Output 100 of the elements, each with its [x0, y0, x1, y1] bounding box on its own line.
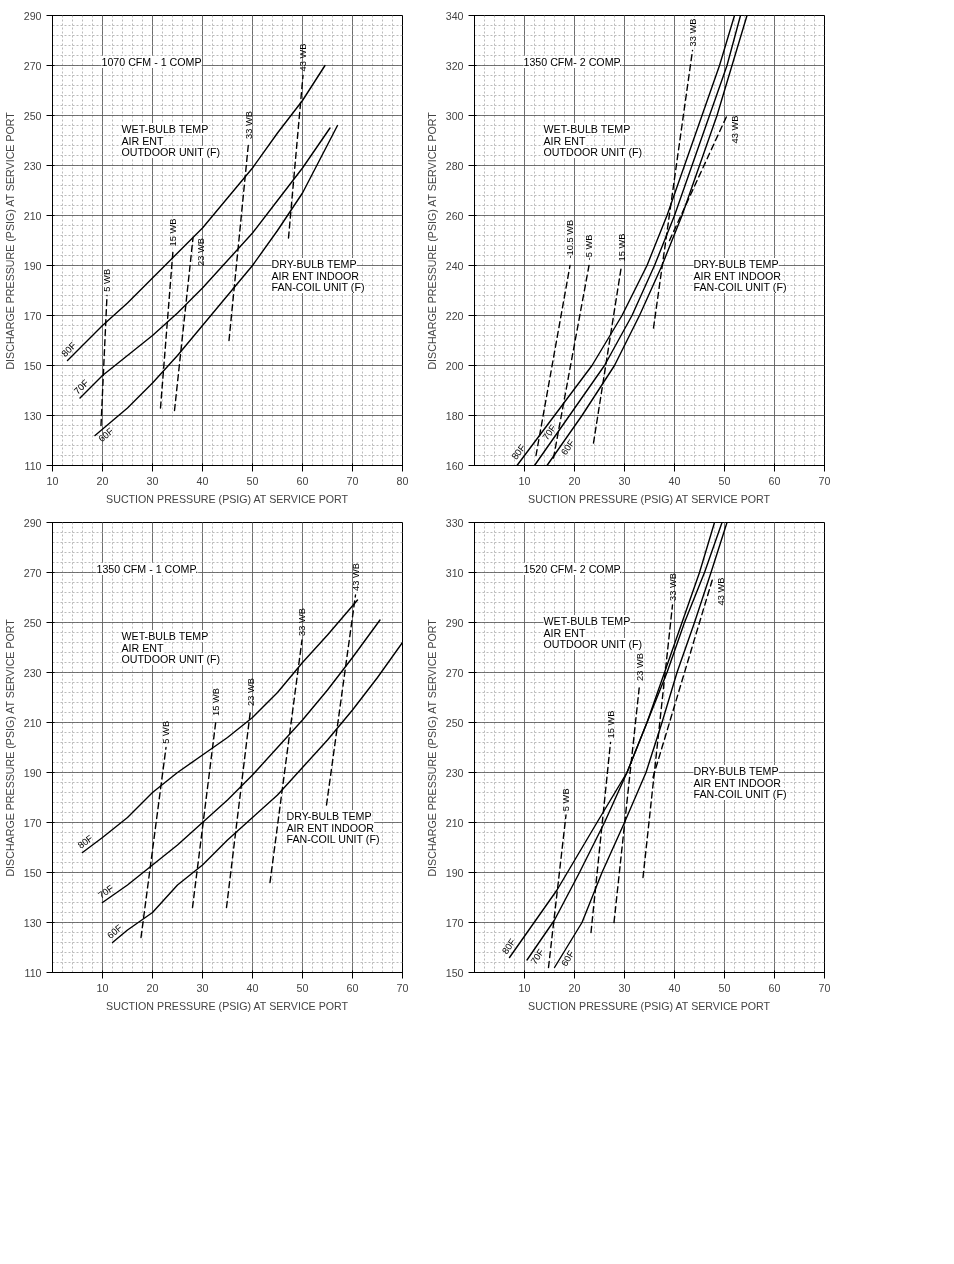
x-tick-label: 70 — [396, 981, 409, 994]
annotation: DRY-BULB TEMP AIR ENT INDOOR FAN-COIL UNIT (F) — [286, 810, 380, 845]
x-tick-label: 30 — [618, 981, 631, 994]
x-tick-label: 50 — [296, 981, 309, 994]
x-tick-label: 40 — [196, 474, 209, 487]
x-tick-label: 20 — [568, 981, 581, 994]
x-tick-label: 10 — [46, 474, 59, 487]
y-tick-label: 210 — [23, 716, 42, 729]
y-axis-title: DISCHARGE PRESSURE (PSIG) AT SERVICE PORT — [425, 111, 438, 370]
y-tick-label: 290 — [23, 516, 42, 529]
annotation: 1350 CFM - 1 COMP. — [96, 563, 199, 575]
text: 60F — [105, 922, 125, 941]
y-tick-label: 160 — [445, 459, 464, 472]
x-tick-label: 40 — [668, 474, 681, 487]
y-tick-label: 290 — [445, 616, 464, 629]
y-tick-label: 170 — [23, 309, 42, 322]
text: 23 WB — [634, 653, 645, 681]
text: 80F — [75, 832, 96, 851]
text: -5 WB — [584, 234, 594, 261]
x-tick-label: 70 — [818, 981, 831, 994]
y-tick-label: 300 — [445, 109, 464, 122]
y-tick-label: 240 — [445, 259, 464, 272]
x-tick-label: 70 — [346, 474, 359, 487]
y-tick-label: 230 — [445, 766, 464, 779]
text: 70F — [72, 377, 91, 397]
y-tick-label: 320 — [445, 59, 464, 72]
y-tick-label: 130 — [23, 409, 42, 422]
y-tick-label: 210 — [23, 209, 42, 222]
annotation: WET-BULB TEMP AIR ENT OUTDOOR UNIT (F) — [121, 123, 221, 158]
text: 5 WB — [161, 720, 171, 744]
x-tick-label: 30 — [618, 474, 631, 487]
x-tick-label: 60 — [296, 474, 309, 487]
y-tick-label: 210 — [445, 816, 464, 829]
x-tick-label: 20 — [146, 981, 159, 994]
y-axis-title: DISCHARGE PRESSURE (PSIG) AT SERVICE PORT — [425, 618, 438, 877]
y-tick-label: 110 — [24, 966, 42, 979]
x-tick-label: 60 — [768, 981, 781, 994]
y-tick-label: 150 — [445, 966, 464, 979]
text: 70F — [528, 946, 547, 967]
y-tick-label: 180 — [445, 409, 464, 422]
annotation: 1520 CFM- 2 COMP. — [523, 563, 623, 575]
x-tick-label: 30 — [146, 474, 159, 487]
x-tick-label: 80 — [396, 474, 409, 487]
annotation: DRY-BULB TEMP AIR ENT INDOOR FAN-COIL UNIT (F) — [271, 258, 365, 293]
y-tick-label: 190 — [445, 866, 464, 879]
y-tick-label: 150 — [23, 359, 42, 372]
text: -10.5 WB — [565, 219, 575, 259]
text: 15 WB — [168, 218, 178, 247]
text: 70F — [96, 883, 116, 901]
y-tick-label: 280 — [445, 159, 464, 172]
text: 5 WB — [102, 268, 112, 292]
text: 23 WB — [196, 238, 206, 266]
y-tick-label: 310 — [445, 566, 464, 579]
y-tick-label: 150 — [23, 866, 42, 879]
x-tick-label: 10 — [96, 981, 109, 994]
x-tick-label: 70 — [818, 474, 831, 487]
x-axis-title: SUCTION PRESSURE (PSIG) AT SERVICE PORT — [106, 492, 349, 505]
annotation: WET-BULB TEMP AIR ENT OUTDOOR UNIT (F) — [121, 630, 221, 665]
text: 33 WB — [243, 111, 254, 139]
y-axis-title: DISCHARGE PRESSURE (PSIG) AT SERVICE PORT — [3, 111, 16, 370]
annotation: DRY-BULB TEMP AIR ENT INDOOR FAN-COIL UNIT (F) — [693, 258, 787, 293]
y-tick-label: 340 — [445, 9, 464, 22]
text: 15 WB — [616, 233, 627, 262]
text: 23 WB — [245, 678, 256, 706]
x-tick-label: 20 — [96, 474, 109, 487]
x-tick-label: 40 — [246, 981, 259, 994]
y-tick-label: 190 — [23, 259, 42, 272]
text: 15 WB — [605, 710, 616, 739]
text: 60F — [96, 425, 116, 445]
x-tick-label: 10 — [518, 474, 531, 487]
text: 33 WB — [687, 18, 698, 47]
x-tick-label: 60 — [768, 474, 781, 487]
text: 43 WB — [298, 43, 308, 72]
y-tick-label: 110 — [24, 459, 42, 472]
annotation: WET-BULB TEMP AIR ENT OUTDOOR UNIT (F) — [543, 123, 643, 158]
text: 43 WB — [730, 115, 740, 144]
y-tick-label: 250 — [445, 716, 464, 729]
y-tick-label: 190 — [23, 766, 42, 779]
y-tick-label: 250 — [23, 109, 42, 122]
text: 43 WB — [716, 577, 726, 606]
x-tick-label: 50 — [246, 474, 259, 487]
x-tick-label: 60 — [346, 981, 359, 994]
text: 33 WB — [297, 608, 307, 636]
y-tick-label: 290 — [23, 9, 42, 22]
annotation: DRY-BULB TEMP AIR ENT INDOOR FAN-COIL UNIT (F) — [693, 765, 787, 800]
annotation: 1350 CFM- 2 COMP. — [523, 56, 623, 68]
x-axis-title: SUCTION PRESSURE (PSIG) AT SERVICE PORT — [106, 999, 349, 1012]
text: 15 WB — [211, 688, 221, 716]
x-tick-label: 50 — [718, 981, 731, 994]
y-tick-label: 270 — [445, 666, 464, 679]
text: 33 WB — [667, 573, 678, 601]
x-tick-label: 30 — [196, 981, 209, 994]
x-tick-label: 40 — [668, 981, 681, 994]
y-tick-label: 200 — [445, 359, 464, 372]
y-tick-label: 330 — [445, 516, 464, 529]
y-tick-label: 170 — [23, 816, 42, 829]
text: 43 WB — [350, 563, 361, 591]
y-tick-label: 250 — [23, 616, 42, 629]
x-axis-title: SUCTION PRESSURE (PSIG) AT SERVICE PORT — [528, 999, 771, 1012]
annotation: 1070 CFM - 1 COMP — [101, 56, 202, 68]
